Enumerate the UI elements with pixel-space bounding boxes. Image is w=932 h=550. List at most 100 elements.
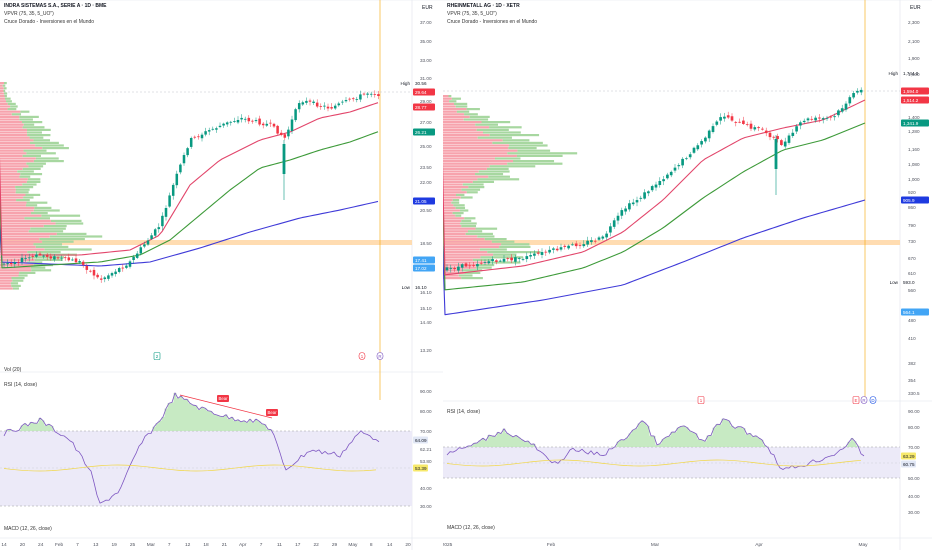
candle-body [757, 127, 760, 129]
volume-profile-bar [476, 128, 509, 131]
volume-profile-bar [456, 193, 465, 196]
candle-body [6, 263, 9, 265]
volume-profile-bar [39, 238, 85, 241]
rsi-overbought-fill [179, 395, 183, 431]
volume-profile-bar [19, 118, 33, 121]
candle-body [200, 134, 204, 139]
volume-profile-bar [0, 84, 3, 87]
rsi-tick-label: 90.00 [908, 409, 920, 414]
chart-panel-rheinmetall[interactable]: EUR 2,300 2,100 1,900 1,600 1,400 1,280 1,160 1,… [443, 0, 932, 550]
candle-body [517, 258, 521, 260]
rsi-overbought-fill [466, 446, 470, 447]
rsi-value-tag [901, 460, 916, 468]
volume-profile-bar [0, 222, 56, 225]
vpvr-indicator-label[interactable]: VPVR (75, 35, 5_UO") [4, 11, 54, 17]
rsi-overbought-fill [742, 428, 746, 447]
candle-body [791, 132, 795, 136]
volume-profile-bar [443, 123, 476, 126]
price-tag-value: 1,744.0 [903, 71, 919, 76]
candle-body [229, 121, 233, 123]
volume-indicator-label[interactable]: Vol (20) [4, 367, 22, 373]
time-tick-label: 25 [130, 542, 136, 548]
candle-body [555, 248, 559, 251]
candle-body [700, 141, 703, 145]
candle-body [13, 262, 17, 265]
candle-body [323, 105, 326, 107]
candle-body [233, 121, 236, 122]
volume-profile-bar [49, 235, 103, 238]
rsi-overbought-fill [185, 399, 189, 431]
rsi-overbought-fill [760, 439, 764, 447]
symbol-title[interactable]: RHEINMETALL AG · 1D · XETR [447, 3, 520, 9]
volume-profile-bar [34, 258, 63, 261]
time-tick-label: 21 [222, 542, 228, 548]
event-marker [869, 396, 877, 404]
candle-body [821, 118, 825, 120]
rsi-tick-label: 50.00 [908, 476, 920, 481]
rsi-indicator-label[interactable]: RSI (14, close) [4, 382, 38, 388]
volume-profile-bar [11, 277, 25, 280]
volume-profile-bar [443, 217, 465, 220]
volume-profile-bar [443, 180, 473, 183]
volume-profile-bar [0, 199, 17, 202]
rsi-overbought-fill [469, 445, 473, 447]
volume-profile-bar [477, 136, 512, 139]
volume-profile-bar [0, 152, 27, 155]
symbol-title[interactable]: INDRA SISTEMAS S.A., SERIE A · 1D · BME [4, 3, 107, 9]
macd-indicator-label[interactable]: MACD (12, 26, close) [447, 525, 495, 531]
golden-cross-indicator-label[interactable]: Cruce Dorado - Inversiones en el Mundo [447, 19, 538, 25]
rsi-tick-label: 30.00 [908, 510, 920, 515]
rsi-overbought-fill [23, 423, 27, 431]
volume-profile-bar [0, 141, 30, 144]
chart-panel-indra[interactable]: EUR 37.00 35.00 33.00 31.00 29.00 27.00 25.00 23… [0, 0, 443, 550]
candle-body [175, 173, 179, 186]
volume-profile-bar [43, 225, 67, 228]
candle-body [53, 256, 56, 260]
rheinmetall-chart-svg[interactable]: EUR 2,300 2,100 1,900 1,600 1,400 1,280 1,160 1,… [443, 0, 932, 550]
volume-profile-bar [475, 266, 492, 269]
volume-profile-bar [472, 258, 494, 261]
volume-profile-bar [443, 113, 465, 116]
moving-average-50-line [0, 131, 379, 269]
golden-cross-indicator-label[interactable]: Cruce Dorado - Inversiones en el Mundo [4, 19, 95, 25]
candle-body [301, 102, 305, 105]
rsi-overbought-fill [230, 417, 234, 431]
rsi-indicator-label[interactable]: RSI (14, close) [447, 409, 481, 415]
macd-indicator-label[interactable]: MACD (12, 26, close) [4, 526, 52, 532]
volume-profile-bar [22, 167, 41, 170]
price-tick-label: 31.00 [420, 76, 432, 81]
rsi-tick-label: 53.80 [420, 459, 432, 464]
volume-profile-bar [0, 178, 28, 181]
price-label-caption: High [889, 71, 899, 76]
volume-profile-bar [0, 157, 36, 160]
volume-profile-bar [516, 154, 563, 157]
candle-body [810, 118, 814, 120]
volume-profile-bar [2, 84, 6, 87]
vpvr-indicator-label[interactable]: VPVR (75, 35, 5_UO") [447, 11, 497, 17]
volume-profile-bar [0, 126, 23, 129]
price-tick-label: 35.00 [420, 39, 432, 44]
rsi-overbought-fill [745, 434, 749, 447]
time-tick-label: 7 [76, 542, 79, 548]
volume-profile-bar [0, 193, 26, 196]
candle-body [825, 117, 829, 119]
candle-body [612, 220, 616, 227]
volume-profile-bar [20, 173, 43, 176]
volume-profile-bar [489, 126, 522, 129]
candle-body [578, 245, 582, 247]
candle-body [128, 261, 132, 267]
candle-body [121, 267, 125, 269]
volume-profile-bar [0, 89, 4, 92]
volume-profile-bar [443, 147, 509, 150]
indra-chart-svg[interactable]: EUR37.0035.0033.0031.0029.0027.0025.0023… [0, 0, 443, 550]
volume-profile-bar [44, 248, 92, 251]
candle-body [215, 128, 218, 130]
rsi-overbought-fill [730, 425, 734, 447]
price-tick-label: 1,400 [908, 115, 920, 120]
volume-profile-bar [477, 235, 495, 238]
volume-profile-bar [491, 240, 515, 243]
event-marker-label: 1 [361, 354, 364, 359]
volume-profile-bar [25, 204, 38, 207]
rsi-overbought-fill [673, 432, 677, 447]
rsi-overbought-fill [526, 440, 530, 447]
